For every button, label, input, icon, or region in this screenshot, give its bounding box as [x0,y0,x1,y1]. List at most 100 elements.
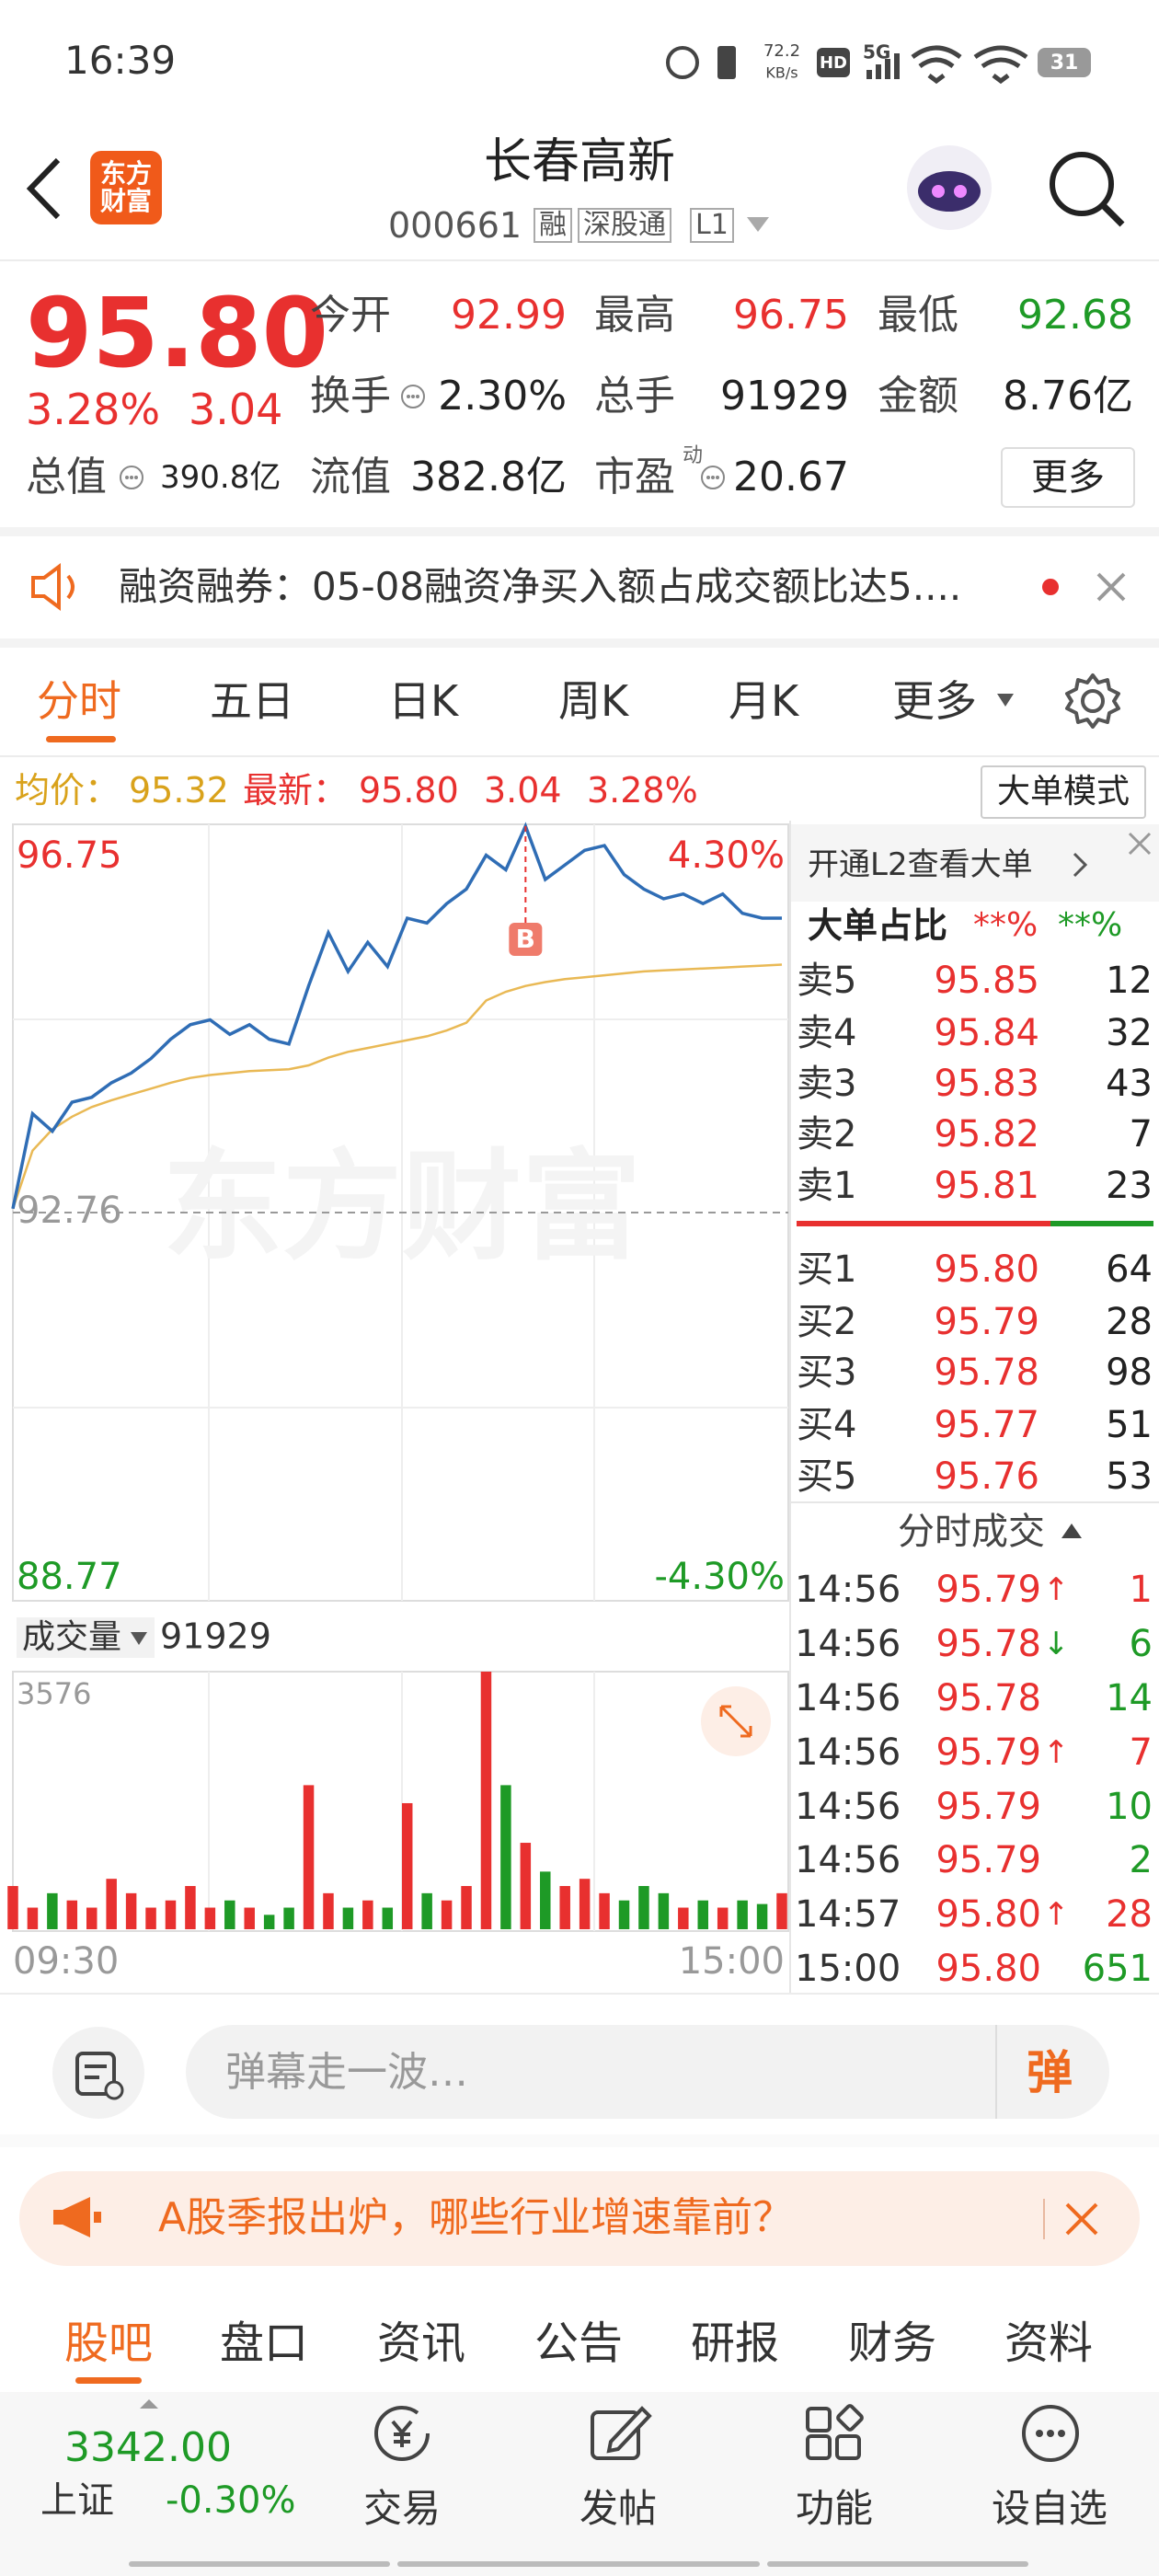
book-label: 买2 [797,1301,857,1343]
battery [1038,48,1091,77]
book-volume: 51 [1106,1404,1153,1446]
separator [0,527,1159,536]
avg-label: 均价： [15,770,120,811]
bottom-tab[interactable]: 盘口 [220,2317,309,2369]
trade-icon[interactable] [368,2403,436,2464]
tag: 融 [534,208,572,243]
field-value: 8.76亿 [1003,373,1133,420]
book-price: 95.85 [934,960,1039,1002]
settings-button[interactable] [1063,672,1122,730]
trades-title[interactable]: 分时成交 [898,1511,1045,1553]
signal-bar [894,53,900,79]
volume-title[interactable]: 成交量 [22,1618,121,1656]
function-icon[interactable] [800,2403,868,2464]
close-ad[interactable] [1063,2201,1100,2237]
index-value[interactable]: 3342.00 [64,2424,232,2471]
change-pct: 3.28% [26,385,161,434]
barrage-toggle[interactable] [50,2024,147,2122]
info-icon[interactable] [699,464,727,491]
volume-bar [717,1907,729,1929]
field-label: 最低 [878,292,958,339]
search-button[interactable] [1045,147,1128,230]
tab-active[interactable]: 分时 [37,676,121,726]
toolbar-label[interactable]: 设自选 [992,2486,1108,2531]
tab[interactable]: 更多 [892,676,977,726]
bottom-tab[interactable]: 公告 [534,2317,624,2369]
bottom-tab[interactable]: 研报 [691,2317,780,2369]
tab[interactable]: 日K [388,676,459,726]
field-value: 20.67 [733,454,849,500]
volume-bar [106,1879,117,1929]
close-promo[interactable] [1122,826,1157,861]
tag: 深股通 [578,208,671,243]
dropdown-arrow[interactable] [745,213,771,236]
bottom-tab[interactable]: 资讯 [377,2317,466,2369]
trade-volume: 28 [1106,1893,1153,1936]
volume-bar [303,1785,315,1929]
back-button[interactable] [23,156,69,221]
field-label: 总手 [594,373,675,420]
volume-bar [559,1886,570,1929]
comment-input[interactable] [186,2025,1109,2119]
field-label: 总值 [26,454,107,500]
ratio-buy: **% [973,906,1039,944]
price-line [11,822,782,1210]
field-value: 92.68 [1017,292,1133,339]
field-value: 92.99 [451,292,567,339]
trade-volume: 2 [1129,1839,1153,1881]
l2-promo[interactable]: 开通L2查看大单 [808,846,1033,883]
info-icon[interactable] [399,383,427,410]
book-label: 买1 [797,1248,857,1291]
post-icon[interactable] [585,2403,653,2464]
bottom-tab[interactable]: 财务 [848,2317,937,2369]
index-name[interactable]: 上证 [40,2479,114,2522]
trade-time: 14:56 [795,1786,901,1828]
divider [0,755,1159,757]
book-label: 卖4 [797,1012,857,1054]
bottom-tab[interactable]: 资料 [1004,2317,1094,2369]
field-label: 流值 [310,454,391,500]
book-volume: 98 [1106,1351,1153,1394]
assistant-avatar[interactable] [901,140,997,236]
tab[interactable]: 周K [558,676,629,726]
promo-bg [791,824,1159,902]
more-button[interactable]: 更多 [1001,447,1135,508]
ad-banner[interactable] [19,2171,1140,2266]
pe-sup: 动 [683,444,704,467]
index-change[interactable]: -0.30% [166,2479,296,2522]
volume-bar [678,1907,689,1929]
big-order-mode[interactable]: 大单模式 [981,765,1146,819]
volume-bar [540,1871,551,1929]
volume-selector[interactable] [17,1617,155,1658]
volume-bar [421,1892,432,1929]
annotation-box [509,923,543,956]
close-notice[interactable] [1095,570,1128,604]
book-price: 95.83 [934,1063,1039,1105]
watchlist-icon[interactable] [1016,2403,1084,2464]
ad-text[interactable]: A股季报出炉，哪些行业增速靠前？ [158,2194,794,2241]
tab-indicator [75,2377,142,2384]
toolbar-label[interactable]: 功能 [796,2486,874,2531]
volume-bar [382,1907,394,1929]
trade-dir: ↑ [1043,1734,1070,1771]
logo-text: 东方 财富 [90,160,162,215]
toolbar-label[interactable]: 交易 [363,2486,442,2531]
volume-bar [86,1907,98,1929]
volume-bar [7,1886,18,1929]
trade-volume: 10 [1106,1786,1153,1828]
volume-frame [12,1671,789,1932]
info-icon[interactable] [118,464,145,491]
volume-bar [756,1903,768,1929]
volume-bar [283,1907,294,1929]
trade-time: 14:57 [795,1893,901,1936]
field-label: 市盈 [594,454,675,500]
toolbar-label[interactable]: 发帖 [580,2486,658,2531]
notice-text[interactable]: 融资融券：05-08融资净买入额占成交额比达5.... [119,564,962,609]
field-value: 2.30% [438,373,567,420]
barrage-send[interactable]: 弹 [1027,2046,1073,2099]
last-price: 95.80 [359,770,459,811]
bottom-tab-active[interactable]: 股吧 [64,2317,154,2369]
tab[interactable]: 月K [729,676,799,726]
trade-time: 14:56 [795,1569,901,1611]
tab[interactable]: 五日 [210,676,294,726]
